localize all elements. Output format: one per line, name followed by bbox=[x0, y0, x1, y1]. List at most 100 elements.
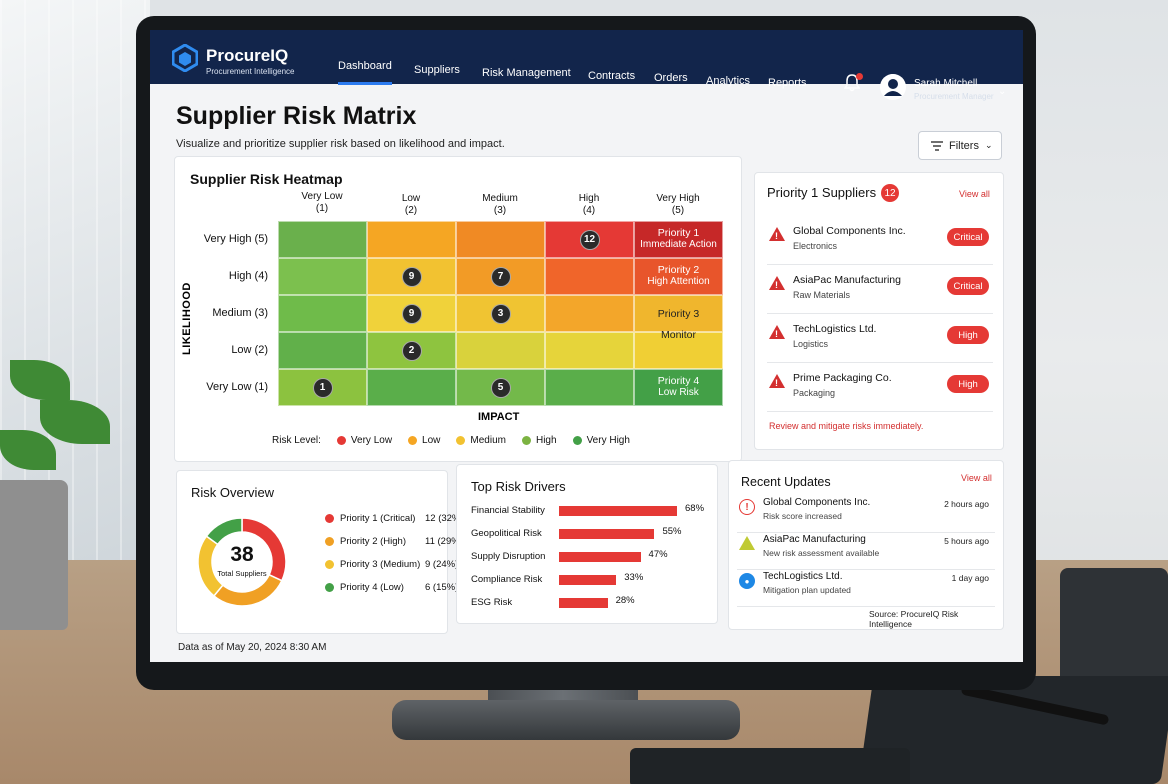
driver-bar[interactable] bbox=[559, 598, 608, 608]
warning-mark: ! bbox=[775, 280, 778, 290]
update-row[interactable]: ! Global Components Inc. Risk score increa… bbox=[737, 497, 995, 533]
heatmap-cell[interactable] bbox=[634, 295, 723, 332]
priority-label-title: Priority 3 bbox=[657, 308, 700, 320]
heatmap-cell[interactable] bbox=[634, 258, 723, 295]
updates-title: Recent Updates bbox=[741, 475, 831, 489]
supplier-category: Raw Materials bbox=[793, 290, 851, 300]
supplier-count-badge[interactable]: 3 bbox=[490, 303, 511, 324]
legend-label: Medium bbox=[470, 435, 506, 446]
legend-item: Medium bbox=[456, 435, 506, 446]
update-supplier-name[interactable]: AsiaPac Manufacturing bbox=[763, 534, 866, 545]
driver-bar[interactable] bbox=[559, 552, 641, 562]
supplier-name[interactable]: TechLogistics Ltd. bbox=[793, 323, 877, 335]
update-description: Mitigation plan updated bbox=[763, 585, 851, 595]
heatmap-cell[interactable] bbox=[545, 295, 634, 332]
chevron-down-icon[interactable]: ⌄ bbox=[998, 86, 1007, 97]
supplier-count-badge[interactable]: 9 bbox=[401, 266, 422, 287]
supplier-count-badge[interactable]: 9 bbox=[401, 303, 422, 324]
priority-label-title: Priority 4 bbox=[657, 375, 700, 387]
heatmap-cell[interactable] bbox=[367, 221, 456, 258]
row-header-1: High (4) bbox=[228, 269, 268, 282]
priority-label-title: Priority 2 bbox=[657, 264, 700, 276]
priority-label-4: Priority 4 Low Risk bbox=[634, 375, 723, 399]
priority-supplier-row[interactable]: ! AsiaPac Manufacturing Raw Materials Criti… bbox=[767, 268, 993, 314]
total-suppliers-label: Total Suppliers bbox=[217, 569, 267, 578]
heatmap-cell[interactable] bbox=[545, 332, 634, 369]
heatmap-cell[interactable] bbox=[278, 221, 367, 258]
priority-supplier-row[interactable]: ! Global Components Inc. Electronics Critic… bbox=[767, 219, 993, 265]
heatmap-card: Supplier Risk Heatmap Very Low (1) Low (2) M… bbox=[174, 156, 742, 462]
column-header-1: Low (2) bbox=[371, 193, 451, 217]
risk-level-badge: Critical bbox=[947, 277, 989, 295]
priority-title: Priority 1 Suppliers bbox=[767, 185, 877, 200]
monitor-base bbox=[392, 700, 740, 740]
bell-icon[interactable] bbox=[844, 74, 860, 92]
warning-icon bbox=[739, 536, 755, 550]
priority-label-title: Priority 1 bbox=[657, 227, 700, 239]
avatar[interactable] bbox=[880, 74, 906, 100]
overview-label: Priority 3 (Medium) bbox=[340, 559, 421, 570]
column-header-2: Medium (3) bbox=[460, 193, 540, 217]
heatmap-cell[interactable] bbox=[634, 221, 723, 258]
brand-subtitle: Procurement Intelligence bbox=[206, 67, 295, 76]
priority-view-all-link[interactable]: View all bbox=[959, 189, 990, 199]
nav-contracts[interactable]: Contracts bbox=[588, 70, 636, 82]
supplier-count-badge[interactable]: 1 bbox=[312, 377, 333, 398]
user-name[interactable]: Sarah Mitchell bbox=[914, 78, 978, 89]
heatmap-cell[interactable] bbox=[456, 221, 545, 258]
heatmap-cell[interactable] bbox=[367, 369, 456, 406]
nav-analytics[interactable]: Analytics bbox=[706, 75, 751, 87]
update-supplier-name[interactable]: Global Components Inc. bbox=[763, 497, 871, 508]
heatmap-cell[interactable] bbox=[278, 332, 367, 369]
update-description: New risk assessment available bbox=[763, 548, 880, 558]
warning-mark: ! bbox=[775, 231, 778, 241]
legend-item: Very Low bbox=[336, 435, 392, 446]
heatmap-cell[interactable] bbox=[634, 369, 723, 406]
donut-slice[interactable] bbox=[212, 573, 283, 607]
warning-icon bbox=[769, 374, 785, 388]
heatmap-cell[interactable] bbox=[545, 369, 634, 406]
user-shield-icon: ● bbox=[739, 573, 755, 589]
nav-risk-management[interactable]: Risk Management bbox=[482, 67, 571, 79]
supplier-count-badge[interactable]: 2 bbox=[401, 340, 422, 361]
supplier-count-badge[interactable]: 12 bbox=[579, 229, 600, 250]
nav-reports[interactable]: Reports bbox=[768, 77, 807, 89]
filters-button[interactable]: Filters ⌄ bbox=[918, 131, 1002, 160]
supplier-name[interactable]: Prime Packaging Co. bbox=[793, 372, 892, 384]
donut-slice[interactable] bbox=[205, 517, 243, 546]
supplier-name[interactable]: Global Components Inc. bbox=[793, 225, 906, 237]
overview-legend-row: Priority 1 (Critical) 12 (32%) bbox=[325, 513, 465, 524]
legend-dot-icon bbox=[325, 583, 334, 592]
legend-dot-icon bbox=[325, 537, 334, 546]
driver-bar[interactable] bbox=[559, 529, 655, 539]
supplier-name[interactable]: AsiaPac Manufacturing bbox=[793, 274, 901, 286]
update-row[interactable]: ● TechLogistics Ltd. Mitigation plan updat… bbox=[737, 571, 995, 607]
supplier-count-badge[interactable]: 5 bbox=[490, 377, 511, 398]
driver-bar[interactable] bbox=[559, 575, 617, 585]
update-time: 5 hours ago bbox=[944, 536, 989, 546]
heatmap-cell[interactable] bbox=[278, 258, 367, 295]
supplier-category: Electronics bbox=[793, 241, 838, 251]
update-supplier-name[interactable]: TechLogistics Ltd. bbox=[763, 571, 843, 582]
heatmap-cell[interactable] bbox=[456, 332, 545, 369]
nav-suppliers[interactable]: Suppliers bbox=[414, 64, 460, 76]
brand-name[interactable]: ProcureIQ bbox=[206, 46, 289, 65]
driver-label: Financial Stability bbox=[471, 505, 545, 516]
heatmap-cell[interactable] bbox=[634, 332, 723, 369]
nav-orders[interactable]: Orders bbox=[654, 72, 688, 84]
column-header-4: Very High (5) bbox=[638, 193, 718, 217]
heatmap-cell[interactable] bbox=[278, 295, 367, 332]
heatmap-cell[interactable] bbox=[278, 369, 367, 406]
likelihood-axis-label: LIKELIHOOD bbox=[181, 282, 193, 355]
heatmap-cell[interactable] bbox=[545, 258, 634, 295]
supplier-count-badge[interactable]: 7 bbox=[490, 266, 511, 287]
priority-supplier-row[interactable]: ! TechLogistics Ltd. Logistics High bbox=[767, 317, 993, 363]
update-row[interactable]: AsiaPac Manufacturing New risk assessment… bbox=[737, 534, 995, 570]
driver-bar[interactable] bbox=[559, 506, 677, 516]
priority-count-badge: 12 bbox=[881, 184, 899, 202]
priority-label-sub: Immediate Action bbox=[640, 239, 717, 250]
risk-level-badge: High bbox=[947, 326, 989, 344]
updates-view-all-link[interactable]: View all bbox=[961, 473, 992, 483]
nav-dashboard[interactable]: Dashboard bbox=[338, 60, 392, 85]
priority-supplier-row[interactable]: ! Prime Packaging Co. Packaging High bbox=[767, 366, 993, 412]
